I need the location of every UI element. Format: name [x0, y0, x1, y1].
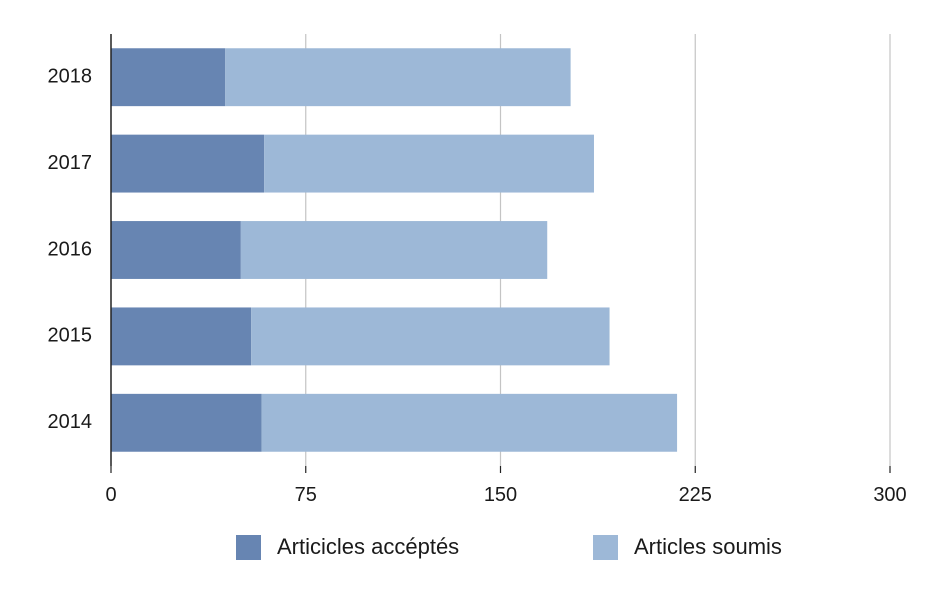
- legend-label-submitted: Articles soumis: [634, 534, 782, 559]
- y-tick-label-2015: 2015: [48, 325, 93, 347]
- y-tick-label-2014: 2014: [48, 411, 93, 433]
- bar-2018-series-1: [225, 48, 571, 107]
- bar-2014-series-1: [261, 393, 678, 452]
- bar-2016-series-0: [111, 221, 241, 279]
- x-tick-label-0: 0: [105, 484, 116, 506]
- x-axis: 0 75 150 225 300: [105, 466, 907, 506]
- x-tick-label-225: 225: [679, 484, 712, 506]
- bar-2017-series-0: [111, 134, 265, 193]
- legend-swatch-submitted: [593, 534, 618, 560]
- bar-2018-series-0: [111, 48, 226, 107]
- y-tick-label-2017: 2017: [48, 152, 93, 174]
- legend-item-accepted: Articicles accéptés: [236, 534, 459, 560]
- bar-2016-series-1: [240, 221, 548, 279]
- y-tick-label-2016: 2016: [48, 238, 93, 260]
- bar-2015-series-1: [251, 307, 610, 366]
- y-tick-label-2018: 2018: [48, 65, 93, 87]
- bar-2017-series-1: [264, 134, 594, 193]
- y-axis: 2018 2017 2016 2015 2014: [48, 34, 112, 466]
- x-tick-label-75: 75: [295, 484, 317, 506]
- legend-swatch-accepted: [236, 534, 261, 560]
- bar-2014-series-0: [111, 393, 262, 452]
- x-tick-label-300: 300: [873, 484, 906, 506]
- legend-label-accepted: Articicles accéptés: [277, 534, 460, 559]
- bar-2015-series-0: [111, 307, 252, 366]
- bars: [111, 48, 678, 452]
- legend: Articicles accéptés Articles soumis: [0, 534, 949, 570]
- x-tick-label-150: 150: [484, 484, 517, 506]
- legend-item-submitted: Articles soumis: [593, 534, 782, 560]
